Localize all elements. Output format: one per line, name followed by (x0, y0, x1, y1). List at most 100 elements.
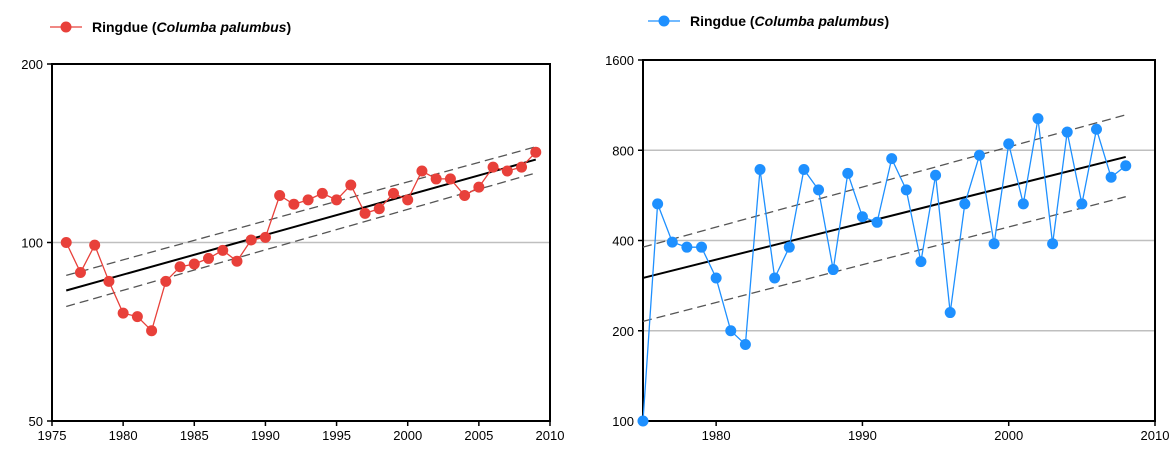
data-point (710, 272, 722, 284)
chart-left-svg: 1975 1980 1985 1990 1995 2000 2005 2010 50 100 200… (21, 19, 564, 443)
data-point (416, 165, 428, 177)
data-point (959, 198, 971, 210)
data-point (245, 234, 257, 246)
trend-line (65, 158, 537, 292)
data-point (1017, 198, 1029, 210)
y-tick-label: 1600 (605, 53, 634, 68)
data-point (1105, 171, 1117, 183)
data-point (188, 258, 200, 270)
legend-common-name: Ringdue ( (690, 13, 755, 29)
x-tick-label: 1980 (702, 428, 731, 443)
y-tick-label: 100 (21, 236, 43, 251)
data-point (666, 236, 678, 248)
data-point (487, 161, 499, 173)
x-tick-label: 1990 (251, 428, 280, 443)
legend: Ringdue (Columba palumbus) (648, 13, 889, 29)
x-tick-label: 1995 (322, 428, 351, 443)
data-point (900, 184, 912, 196)
y-tick-label: 400 (612, 234, 634, 249)
data-point (1003, 138, 1015, 150)
y-tick-label: 200 (21, 57, 43, 72)
x-tick-label: 1985 (180, 428, 209, 443)
data-point (501, 165, 513, 177)
data-point (174, 261, 186, 273)
data-point (856, 211, 868, 223)
y-tick-label: 200 (612, 324, 634, 339)
data-point (117, 307, 129, 319)
data-point (302, 194, 314, 206)
data-point (459, 190, 471, 202)
x-tick-label: 2000 (994, 428, 1023, 443)
x-tick-label: 2010 (1141, 428, 1170, 443)
chart-right: 1980 1990 2000 2010 100 200 400 800 1600 Ringdue … (585, 0, 1173, 452)
data-point (988, 238, 1000, 250)
y-tick-label: 50 (29, 414, 43, 429)
legend-latin-name: Columba palumbus (157, 19, 287, 35)
x-tick-label: 1980 (109, 428, 138, 443)
chart-left: 1975 1980 1985 1990 1995 2000 2005 2010 50 100 200… (0, 0, 585, 452)
data-point (131, 311, 143, 323)
data-point (259, 231, 271, 243)
data-point (769, 272, 781, 284)
legend-latin-name: Columba palumbus (755, 13, 885, 29)
y-tick-label: 100 (612, 414, 634, 429)
data-point (696, 241, 708, 253)
data-point (739, 338, 751, 350)
data-point (430, 173, 442, 185)
data-point (754, 164, 766, 176)
data-point (316, 187, 328, 199)
y-tick-label: 800 (612, 143, 634, 158)
data-point (160, 275, 172, 287)
series-line (65, 151, 537, 332)
data-point (871, 216, 883, 228)
data-point (798, 164, 810, 176)
data-point (637, 415, 649, 427)
data-point (359, 207, 371, 219)
data-point (530, 146, 542, 158)
data-point (373, 203, 385, 215)
series-line (642, 118, 1127, 422)
data-point (217, 244, 229, 256)
data-point (1090, 123, 1102, 135)
data-point (930, 169, 942, 181)
x-tick-label: 1975 (38, 428, 67, 443)
data-point (827, 264, 839, 276)
legend-common-name: Ringdue ( (92, 19, 157, 35)
data-point (1076, 198, 1088, 210)
confidence-upper-line (66, 146, 536, 277)
data-point (886, 153, 898, 165)
data-point (681, 241, 693, 253)
data-point (1032, 113, 1044, 125)
data-point (725, 325, 737, 337)
data-point (652, 198, 664, 210)
x-tick-label: 2000 (393, 428, 422, 443)
confidence-upper-line (642, 114, 1126, 248)
data-point (444, 173, 456, 185)
data-point (973, 149, 985, 161)
data-point (1047, 238, 1059, 250)
legend-label: Ringdue (Columba palumbus) (690, 13, 889, 29)
data-point (402, 194, 414, 206)
data-point (274, 190, 286, 202)
data-point (944, 307, 956, 319)
legend-close-paren: ) (884, 13, 889, 29)
data-point (387, 187, 399, 199)
data-point (842, 167, 854, 179)
legend-close-paren: ) (286, 19, 291, 35)
data-point (60, 237, 72, 248)
data-point (74, 267, 86, 279)
data-point (1061, 126, 1073, 138)
x-tick-label: 1990 (848, 428, 877, 443)
legend-marker (658, 15, 670, 27)
data-point (103, 275, 115, 287)
data-point (203, 252, 215, 264)
data-point (146, 325, 158, 337)
x-tick-label: 2005 (464, 428, 493, 443)
trend-line (642, 155, 1126, 279)
legend-marker (60, 21, 72, 33)
data-point (231, 255, 243, 267)
data-point (89, 239, 101, 251)
data-point (813, 184, 825, 196)
confidence-lower-line (66, 172, 536, 308)
data-point (345, 179, 357, 191)
